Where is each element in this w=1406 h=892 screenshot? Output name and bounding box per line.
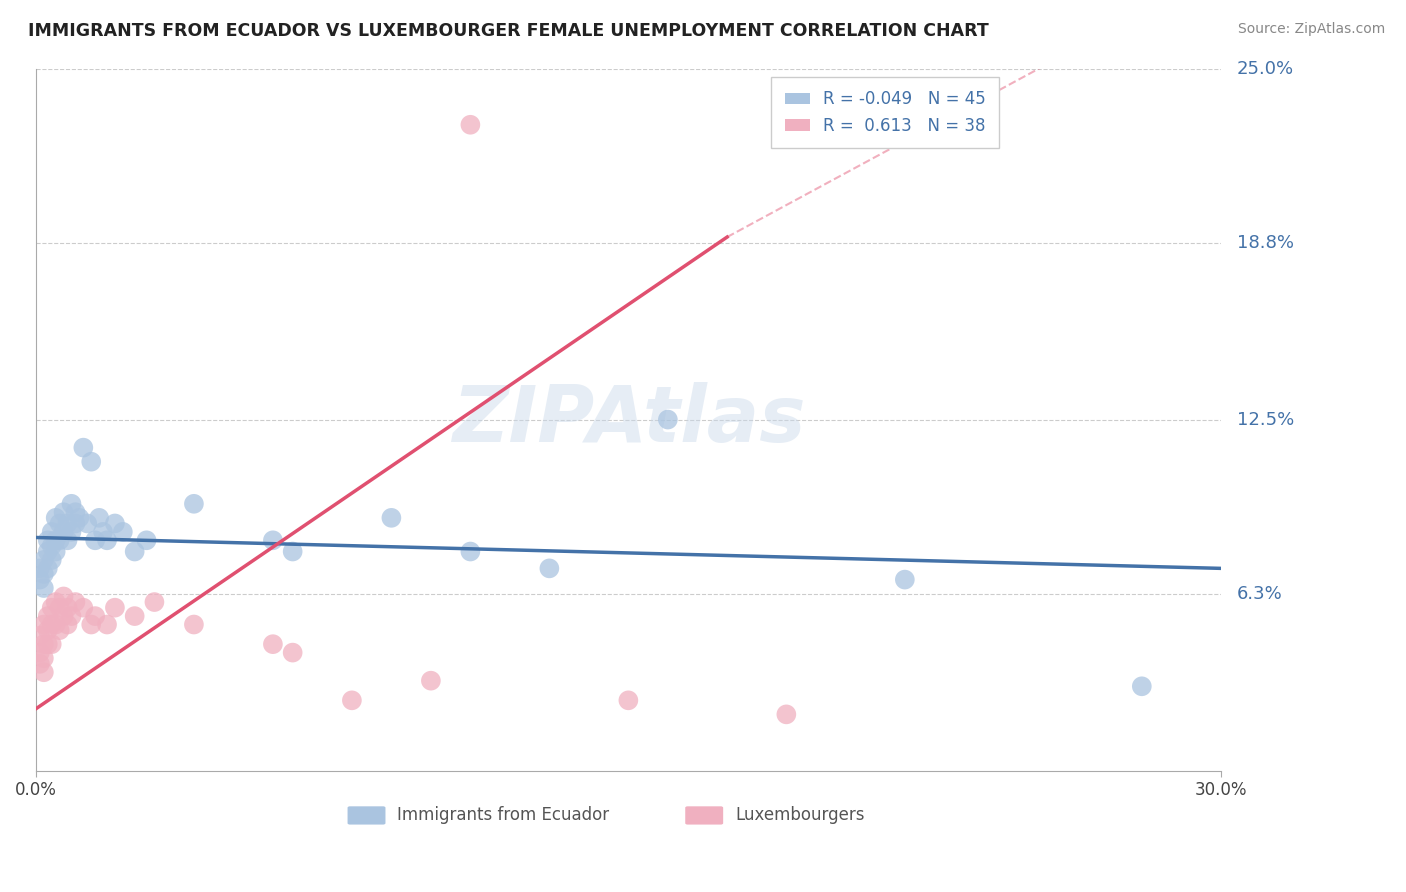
Point	[65, 505, 87, 519]
Text: ZIPAtlas: ZIPAtlas	[451, 382, 806, 458]
Point	[32, 651, 55, 665]
Point	[37, 561, 59, 575]
Point	[45, 544, 67, 558]
Point	[45, 511, 67, 525]
Point	[32, 617, 55, 632]
Point	[183, 617, 205, 632]
Point	[41, 524, 63, 539]
Point	[56, 617, 79, 632]
Text: Luxembourgers: Luxembourgers	[735, 806, 865, 824]
Point	[37, 609, 59, 624]
Point	[183, 497, 205, 511]
Point	[617, 693, 640, 707]
Point	[52, 609, 75, 624]
Point	[56, 600, 79, 615]
Point	[84, 609, 107, 624]
Text: 6.3%: 6.3%	[1237, 584, 1282, 603]
Point	[32, 581, 55, 595]
Point	[80, 617, 103, 632]
Point	[41, 600, 63, 615]
Point	[48, 516, 70, 531]
Point	[67, 511, 90, 525]
Point	[894, 573, 917, 587]
Point	[28, 629, 51, 643]
Point	[28, 657, 51, 671]
Point	[89, 511, 111, 525]
FancyBboxPatch shape	[685, 806, 723, 824]
Point	[281, 544, 304, 558]
Point	[32, 553, 55, 567]
Point	[419, 673, 441, 688]
Point	[48, 533, 70, 548]
Point	[65, 595, 87, 609]
Point	[124, 609, 146, 624]
Legend: R = -0.049   N = 45, R =  0.613   N = 38: R = -0.049 N = 45, R = 0.613 N = 38	[772, 77, 1000, 148]
Point	[460, 118, 482, 132]
Point	[96, 617, 118, 632]
Point	[65, 516, 87, 531]
Point	[1130, 679, 1153, 693]
Point	[124, 544, 146, 558]
Point	[135, 533, 157, 548]
Point	[111, 524, 134, 539]
Point	[56, 516, 79, 531]
Text: IMMIGRANTS FROM ECUADOR VS LUXEMBOURGER FEMALE UNEMPLOYMENT CORRELATION CHART: IMMIGRANTS FROM ECUADOR VS LUXEMBOURGER …	[28, 22, 988, 40]
Point	[657, 412, 679, 426]
Point	[37, 544, 59, 558]
Point	[538, 561, 561, 575]
Point	[41, 617, 63, 632]
Point	[460, 544, 482, 558]
Point	[56, 533, 79, 548]
Point	[96, 533, 118, 548]
Point	[32, 637, 55, 651]
Point	[48, 623, 70, 637]
Point	[52, 524, 75, 539]
Point	[60, 524, 83, 539]
Point	[104, 600, 127, 615]
Point	[262, 533, 284, 548]
Point	[143, 595, 166, 609]
Point	[340, 693, 363, 707]
Point	[41, 539, 63, 553]
Point	[380, 511, 402, 525]
Point	[72, 441, 94, 455]
Point	[28, 561, 51, 575]
Point	[37, 637, 59, 651]
Point	[41, 553, 63, 567]
Point	[52, 590, 75, 604]
Point	[60, 497, 83, 511]
Text: 12.5%: 12.5%	[1237, 410, 1294, 428]
Text: 18.8%: 18.8%	[1237, 234, 1294, 252]
Point	[37, 623, 59, 637]
Point	[28, 646, 51, 660]
Point	[41, 637, 63, 651]
Point	[104, 516, 127, 531]
FancyBboxPatch shape	[347, 806, 385, 824]
Point	[28, 573, 51, 587]
Point	[80, 455, 103, 469]
Point	[45, 595, 67, 609]
Point	[775, 707, 797, 722]
Point	[281, 646, 304, 660]
Text: 25.0%: 25.0%	[1237, 60, 1294, 78]
Point	[32, 566, 55, 581]
Point	[91, 524, 114, 539]
Text: Source: ZipAtlas.com: Source: ZipAtlas.com	[1237, 22, 1385, 37]
Point	[52, 505, 75, 519]
Point	[76, 516, 98, 531]
Point	[48, 600, 70, 615]
Point	[60, 609, 83, 624]
Point	[45, 533, 67, 548]
Point	[32, 665, 55, 680]
Text: Immigrants from Ecuador: Immigrants from Ecuador	[398, 806, 609, 824]
Point	[72, 600, 94, 615]
Point	[37, 533, 59, 548]
Point	[84, 533, 107, 548]
Point	[45, 617, 67, 632]
Point	[262, 637, 284, 651]
